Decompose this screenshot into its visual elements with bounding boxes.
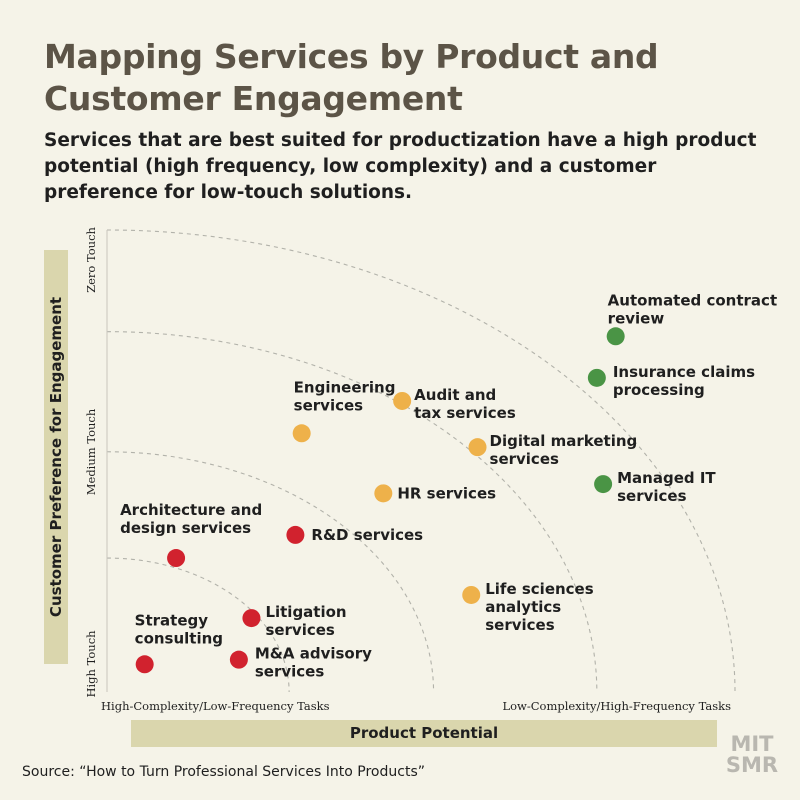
point-engineering-services — [292, 424, 311, 443]
point-automated-contract-review — [606, 327, 625, 346]
y-axis-label-bar — [44, 250, 68, 664]
point-r-d-services — [286, 525, 305, 544]
x-tick-label-1: High-Complexity/Low-Frequency Tasks — [101, 699, 330, 713]
point-strategy-consulting — [135, 655, 154, 674]
logo-line-1: MIT — [730, 732, 774, 756]
arc-grid — [106, 229, 736, 693]
x-tick-label-2: Low-Complexity/High-Frequency Tasks — [502, 699, 731, 713]
label-digital-marketing-services: Digital marketing services — [490, 432, 638, 468]
point-m-a-advisory-services — [229, 650, 248, 669]
arc-1 — [106, 557, 290, 693]
arc-2 — [106, 451, 435, 693]
y-tick-label-3: Zero Touch — [84, 226, 98, 292]
point-hr-services — [374, 484, 393, 503]
point-litigation-services — [242, 609, 261, 628]
x-axis-label: Product Potential — [131, 720, 717, 747]
y-tick-label-2: Medium Touch — [84, 408, 98, 495]
y-tick-label-1: High Touch — [84, 630, 98, 698]
point-architecture-and-design-services — [167, 549, 186, 568]
point-insurance-claims-processing — [587, 368, 606, 387]
mit-smr-logo: MIT SMR — [722, 734, 782, 776]
label-managed-it-services: Managed IT services — [617, 469, 716, 505]
label-audit-and-tax-services: Audit and tax services — [414, 386, 516, 422]
point-managed-it-services — [594, 475, 613, 494]
label-life-sciences-analytics-services: Life sciences analytics services — [485, 580, 593, 634]
point-audit-and-tax-services — [393, 391, 412, 410]
tick-labels: High-Complexity/Low-Frequency Tasks Low-C… — [84, 226, 731, 713]
chart-subtitle: Services that are best suited for produc… — [44, 130, 757, 203]
logo-line-2: SMR — [725, 753, 779, 777]
arc-3 — [106, 331, 598, 693]
point-digital-marketing-services — [468, 438, 487, 457]
source-note: Source: “How to Turn Professional Servic… — [22, 764, 425, 780]
label-insurance-claims-processing: Insurance claims processing — [613, 363, 755, 399]
label-r-d-services: R&D services — [311, 526, 423, 544]
label-architecture-and-design-services: Architecture and design services — [120, 501, 262, 537]
label-m-a-advisory-services: M&A advisory services — [255, 645, 372, 681]
label-litigation-services: Litigation services — [265, 603, 346, 639]
label-hr-services: HR services — [397, 484, 496, 502]
label-engineering-services: Engineering services — [294, 378, 396, 414]
point-life-sciences-analytics-services — [462, 585, 481, 604]
data-labels: Strategy consulting M&A advisory services Li… — [120, 291, 777, 680]
data-points — [135, 327, 625, 674]
label-strategy-consulting: Strategy consulting — [135, 611, 223, 647]
label-automated-contract-review: Automated contract review — [608, 291, 777, 327]
chart-title: Mapping Services by Product and Customer… — [44, 37, 659, 118]
